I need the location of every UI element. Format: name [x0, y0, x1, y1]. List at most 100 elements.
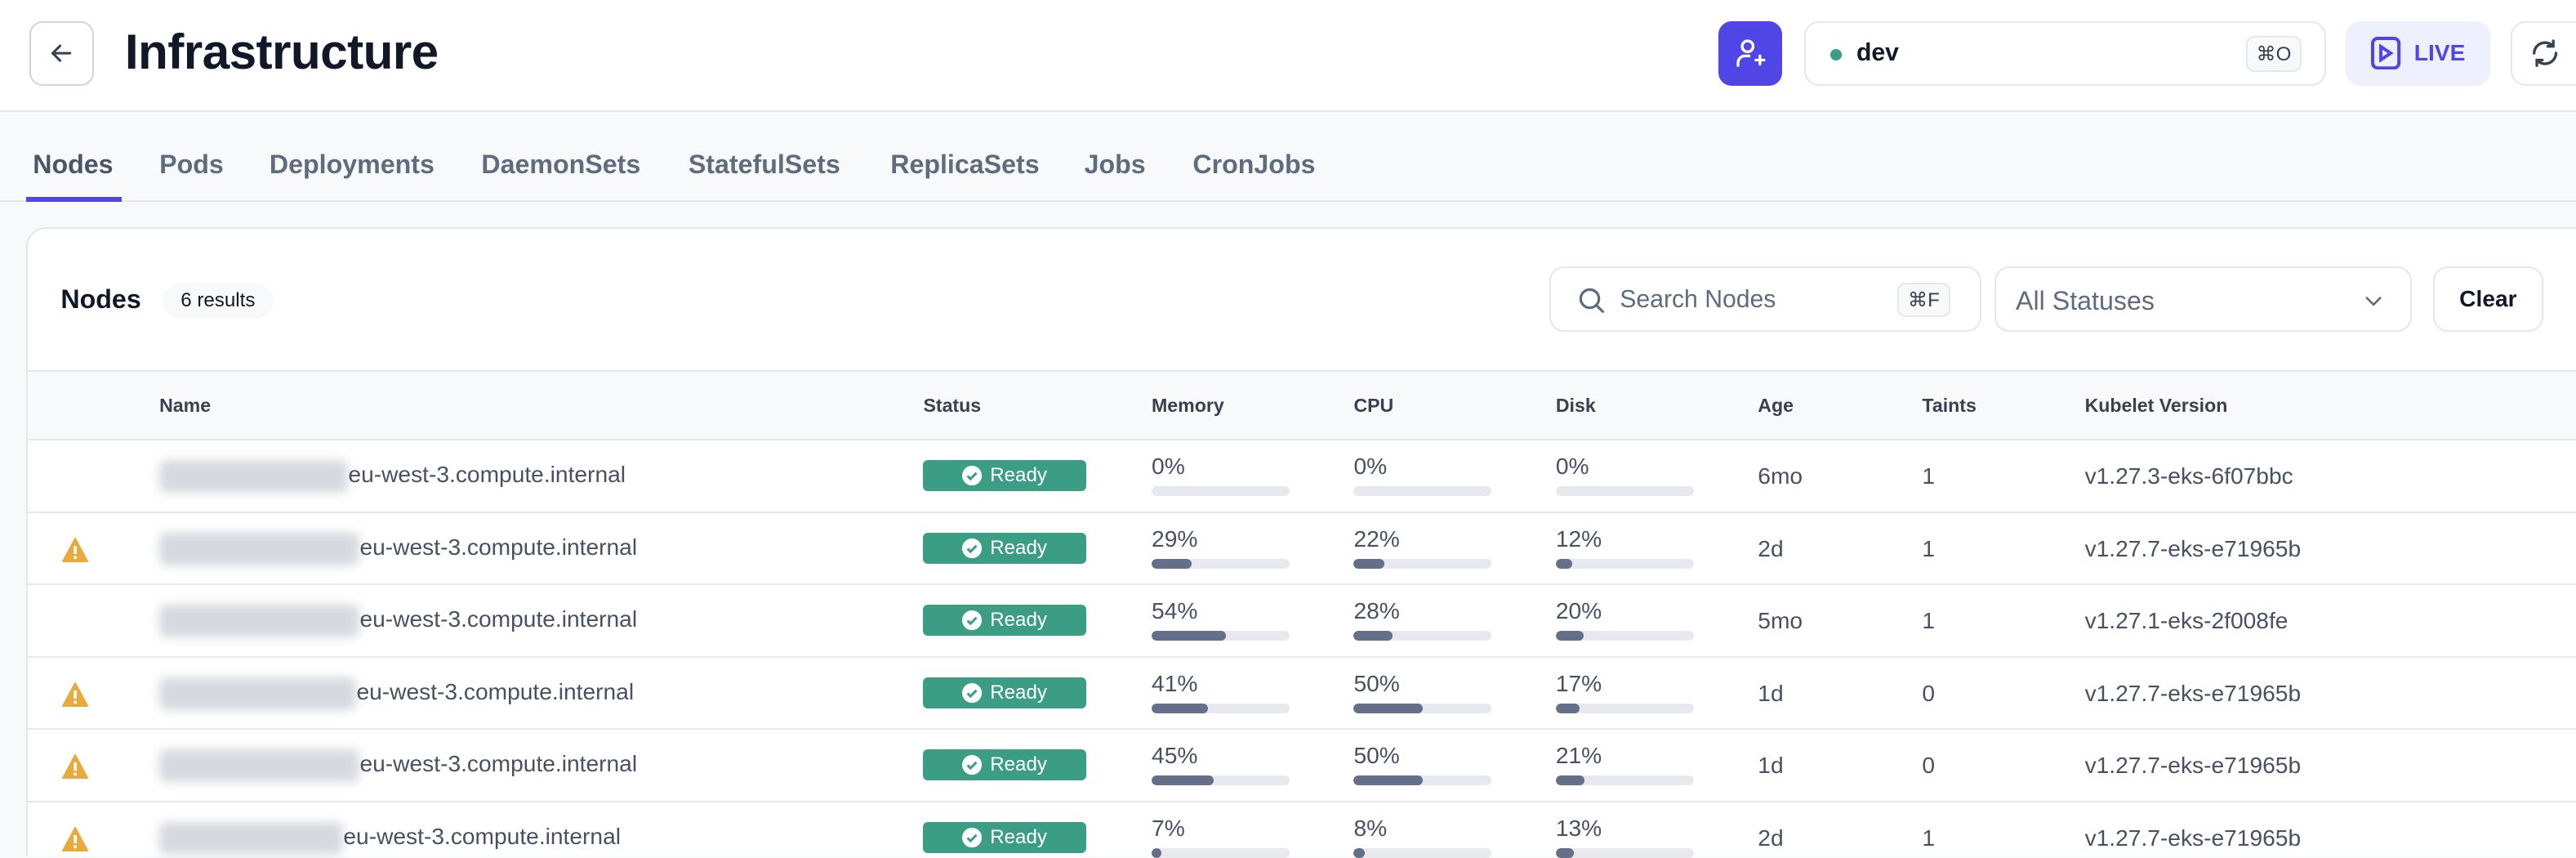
disk-usage-value: 17%	[1555, 670, 1602, 696]
disk-usage-bar	[1555, 847, 1694, 858]
refresh-button[interactable]	[2510, 21, 2576, 86]
status-label: Ready	[990, 536, 1047, 559]
disk-usage-bar-fill	[1555, 631, 1584, 641]
tab-replicasets[interactable]: ReplicaSets	[890, 150, 1040, 180]
cpu-usage-bar-fill	[1353, 775, 1423, 786]
memory-usage-bar-fill	[1152, 558, 1192, 569]
search-icon	[1579, 288, 1605, 313]
column-age[interactable]: Age	[1758, 394, 1794, 416]
disk-usage-bar	[1555, 631, 1694, 641]
memory-usage-value: 41%	[1152, 670, 1198, 696]
table-row[interactable]: eu-west-3.compute.internal Ready 45% 50% 21%…	[28, 730, 2576, 802]
tab-cronjobs[interactable]: CronJobs	[1192, 150, 1316, 180]
disk-usage-bar-fill	[1555, 775, 1585, 786]
warning-icon	[62, 754, 89, 780]
cpu-usage: 22%	[1353, 526, 1492, 569]
tab-deployments[interactable]: Deployments	[269, 150, 435, 180]
disk-usage: 0%	[1555, 454, 1694, 497]
add-user-button[interactable]	[1718, 21, 1783, 86]
column-kubelet-version[interactable]: Kubelet Version	[2084, 394, 2228, 416]
status-badge: Ready	[923, 605, 1086, 637]
status-badge: Ready	[923, 677, 1086, 708]
context-shortcut: ⌘O	[2245, 36, 2302, 73]
memory-usage-value: 54%	[1152, 598, 1198, 624]
redacted-node-prefix	[159, 821, 344, 855]
status-badge: Ready	[923, 460, 1086, 492]
back-button[interactable]	[29, 21, 94, 86]
tab-daemonsets[interactable]: DaemonSets	[481, 150, 641, 180]
node-taints: 1	[1922, 608, 1936, 634]
memory-usage: 41%	[1152, 671, 1290, 713]
node-age: 6mo	[1758, 463, 1803, 489]
node-taints: 1	[1922, 463, 1936, 489]
column-taints[interactable]: Taints	[1922, 394, 1977, 416]
column-name[interactable]: Name	[159, 394, 212, 416]
node-name[interactable]: eu-west-3.compute.internal	[359, 534, 638, 560]
tab-jobs[interactable]: Jobs	[1084, 150, 1146, 180]
cpu-usage-bar	[1353, 847, 1492, 858]
column-disk[interactable]: Disk	[1555, 394, 1596, 416]
warning-icon	[62, 826, 89, 851]
node-name[interactable]: eu-west-3.compute.internal	[343, 823, 621, 849]
table-row[interactable]: eu-west-3.compute.internal Ready 54% 28% 20%…	[28, 585, 2576, 658]
check-circle-icon	[962, 610, 983, 631]
memory-usage: 7%	[1152, 816, 1290, 858]
disk-usage: 20%	[1555, 598, 1694, 641]
cpu-usage-bar-fill	[1353, 558, 1384, 569]
node-age: 1d	[1758, 753, 1784, 779]
cpu-usage: 0%	[1353, 454, 1492, 497]
resource-tabs: Nodes Pods Deployments DaemonSets Statef…	[0, 114, 2576, 203]
column-memory[interactable]: Memory	[1152, 394, 1224, 416]
node-name[interactable]: eu-west-3.compute.internal	[348, 462, 626, 488]
redacted-node-prefix	[159, 605, 360, 638]
memory-usage-bar	[1152, 631, 1290, 641]
live-button[interactable]: LIVE	[2346, 21, 2491, 86]
cpu-usage: 8%	[1353, 816, 1492, 858]
cpu-usage-bar-fill	[1353, 631, 1393, 641]
memory-usage-bar	[1152, 703, 1290, 713]
clear-button[interactable]: Clear	[2433, 266, 2543, 333]
memory-usage-bar-fill	[1152, 847, 1161, 858]
chevron-down-icon	[2366, 297, 2382, 306]
context-selector[interactable]: dev ⌘O	[1803, 21, 2327, 86]
search-shortcut: ⌘F	[1897, 282, 1950, 318]
cpu-usage-bar	[1353, 775, 1492, 786]
node-name[interactable]: eu-west-3.compute.internal	[359, 751, 638, 777]
check-circle-icon	[962, 827, 983, 847]
search-input[interactable]: Search Nodes ⌘F	[1549, 266, 1981, 333]
check-circle-icon	[962, 538, 983, 558]
panel-title: Nodes	[60, 284, 141, 314]
table-row[interactable]: eu-west-3.compute.internal Ready 41% 50% 17%…	[28, 658, 2576, 731]
table-row[interactable]: eu-west-3.compute.internal Ready 0% 0% 0% 6mo…	[28, 440, 2576, 513]
active-tab-indicator	[26, 197, 122, 203]
disk-usage-value: 20%	[1555, 598, 1602, 624]
memory-usage: 29%	[1152, 526, 1290, 569]
node-age: 2d	[1758, 535, 1784, 561]
table-row[interactable]: eu-west-3.compute.internal Ready 7% 8% 13% 2d…	[28, 802, 2576, 858]
column-status[interactable]: Status	[923, 394, 982, 416]
disk-usage-bar	[1555, 558, 1694, 569]
tab-statefulsets[interactable]: StatefulSets	[688, 150, 840, 180]
status-label: Ready	[990, 464, 1047, 487]
tab-pods[interactable]: Pods	[159, 150, 224, 180]
kubelet-version: v1.27.3-eks-6f07bbc	[2084, 463, 2293, 489]
cpu-usage: 50%	[1353, 743, 1492, 786]
table-row[interactable]: eu-west-3.compute.internal Ready 29% 22% 12%…	[28, 513, 2576, 586]
refresh-icon	[2532, 39, 2557, 68]
redacted-node-prefix	[159, 532, 360, 565]
node-taints: 0	[1922, 753, 1936, 779]
status-filter-select[interactable]: All Statuses	[1994, 266, 2412, 333]
disk-usage-value: 21%	[1555, 743, 1602, 769]
cpu-usage-bar	[1353, 486, 1492, 497]
cpu-usage-bar	[1353, 558, 1492, 569]
kubelet-version: v1.27.1-eks-2f008fe	[2084, 608, 2289, 634]
disk-usage-bar-fill	[1555, 703, 1580, 713]
page-title: Infrastructure	[124, 24, 439, 80]
tab-nodes[interactable]: Nodes	[33, 150, 114, 180]
node-name[interactable]: eu-west-3.compute.internal	[359, 606, 638, 632]
node-name[interactable]: eu-west-3.compute.internal	[356, 678, 635, 704]
disk-usage-bar	[1555, 486, 1694, 497]
kubelet-version: v1.27.7-eks-e71965b	[2084, 680, 2302, 706]
column-cpu[interactable]: CPU	[1353, 394, 1394, 416]
disk-usage-value: 0%	[1555, 454, 1589, 480]
